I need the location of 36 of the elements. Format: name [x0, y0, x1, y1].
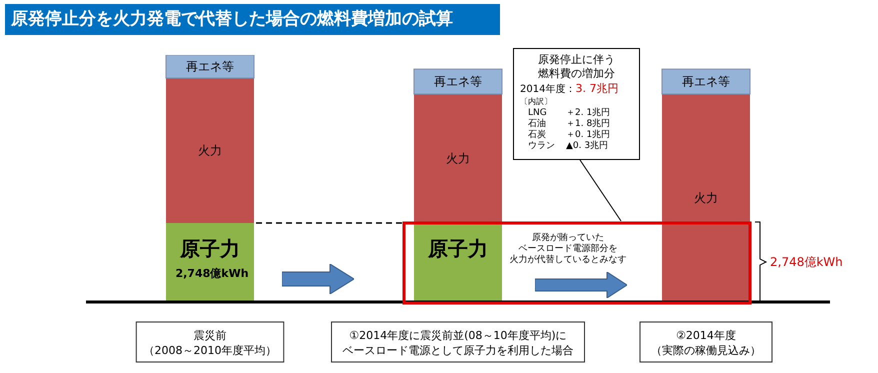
x-tick-label: ②2014年度（実際の稼働見込み）	[651, 329, 761, 357]
annotation: ＋1. 8兆円	[566, 119, 612, 130]
annotation: 原発が賄っていた	[532, 233, 604, 243]
text: 再エネ等	[682, 74, 730, 89]
series-label: 再エネ等	[186, 59, 234, 74]
bar	[662, 68, 750, 95]
annotation: ウラン	[528, 141, 556, 152]
annotation: 火力が代替しているとみなす	[510, 255, 626, 265]
annotation: 燃料費の増加分	[537, 67, 616, 81]
annotation: 2014年度：	[520, 84, 576, 95]
annotation: 石炭	[528, 130, 547, 141]
text: 火力	[446, 151, 470, 166]
annotation: ＋2. 1兆円	[566, 108, 612, 118]
bar	[166, 55, 254, 78]
annotation: 原発停止に伴う	[537, 53, 616, 67]
annotation: 石油	[528, 119, 547, 130]
bar	[662, 94, 750, 302]
annotation: ベースロード電源部分を	[518, 244, 618, 254]
text: 火力	[694, 191, 718, 206]
annotation: 2,748億kWh	[770, 254, 843, 271]
annotation: 2,748億kWh	[174, 266, 250, 281]
x-tick-label: ①2014年度に震災前並(08～10年度平均)にベースロード電源として原子力を利用した場合	[342, 329, 574, 357]
bar	[414, 68, 502, 95]
x-tick-label: 震災前（2008～2010年度平均）	[144, 329, 276, 357]
annotation: 3. 7兆円	[575, 82, 618, 95]
bar	[166, 78, 254, 223]
annotation: LNG	[528, 108, 548, 118]
annotation: ＋0. 1兆円	[566, 130, 612, 140]
annotation: ▲0. 3兆円	[566, 141, 610, 152]
text: 原子力	[428, 236, 488, 260]
bar	[414, 94, 502, 223]
chart-title: 原発停止分を火力発電で代替した場合の燃料費増加の試算	[5, 4, 500, 35]
text: 再エネ等	[434, 74, 482, 89]
annotation: 〔内訳〕	[520, 96, 553, 108]
series-label: 火力	[198, 143, 222, 158]
series-label: 原子力	[179, 236, 240, 260]
